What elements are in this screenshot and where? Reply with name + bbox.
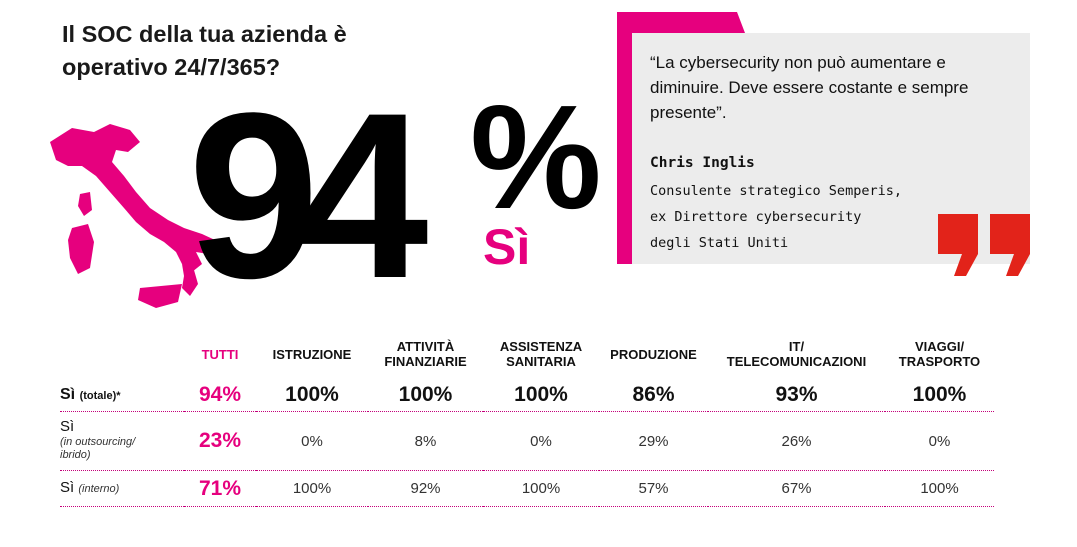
header-empty: [60, 330, 184, 378]
header-istruzione-label: ISTRUZIONE: [272, 346, 352, 362]
row-sublabel-text: (in outsourcing/ ibrido): [60, 436, 184, 462]
quote-accent-frame: [617, 12, 745, 264]
table-cell: 100%: [368, 378, 483, 412]
sector-breakdown-table: TUTTI ISTRUZIONE ATTIVITÀ FINANZIARIE AS…: [60, 330, 994, 507]
table-cell: 0%: [256, 411, 368, 471]
header-produzione: PRODUZIONE: [599, 330, 708, 378]
header-attivita-finanziarie: ATTIVITÀ FINANZIARIE: [368, 330, 483, 378]
headline-yes-label: Sì: [483, 219, 531, 275]
table-cell: 67%: [708, 470, 885, 507]
table-cell: 0%: [483, 411, 599, 471]
quote-author-role: Consulente strategico Semperis, ex Diret…: [650, 178, 950, 256]
italy-map-icon: [50, 124, 254, 308]
table-cell: 93%: [708, 378, 885, 412]
table-cell: 86%: [599, 378, 708, 412]
header-tutti-label: TUTTI: [201, 346, 239, 362]
header-tutti: TUTTI: [184, 330, 256, 378]
header-assistenza-sanitaria: ASSISTENZA SANITARIA: [483, 330, 599, 378]
table-row-internal: Sì (interno) 71% 100% 92% 100% 57% 67% 1…: [60, 470, 994, 507]
header-attivita-line1: ATTIVITÀ: [396, 339, 455, 354]
closing-quote-icon: [938, 214, 1030, 276]
table-cell: 71%: [184, 470, 256, 507]
table-cell: 29%: [599, 411, 708, 471]
header-attivita-line2: FINANZIARIE: [384, 354, 467, 369]
row-label-total: Sì (totale)*: [60, 378, 184, 412]
table-cell: 23%: [184, 411, 256, 471]
role-line-2: ex Direttore cybersecurity: [650, 209, 862, 225]
quote-author: Chris Inglis: [650, 155, 755, 171]
row-sublabel-text: (interno): [78, 483, 120, 495]
table-cell: 100%: [483, 470, 599, 507]
table-cell: 26%: [708, 411, 885, 471]
header-viaggi-line2: TRASPORTO: [898, 354, 981, 369]
header-it-line2: TELECOMUNICAZIONI: [726, 354, 867, 369]
question-line-2: operativo 24/7/365?: [62, 54, 281, 80]
quote-text: “La cybersecurity non può aumentare e di…: [650, 53, 969, 122]
row-label-text: Sì: [60, 385, 76, 403]
table-cell: 100%: [885, 470, 994, 507]
table-row-total: Sì (totale)* 94% 100% 100% 100% 86% 93% …: [60, 378, 994, 412]
role-line-1: Consulente strategico Semperis,: [650, 183, 902, 199]
row-sublabel-text: (totale)*: [79, 389, 121, 402]
row-sublabel-line2: ibrido): [60, 449, 91, 461]
row-label-outsourcing: Sì (in outsourcing/ ibrido): [60, 411, 184, 471]
header-assistenza-line2: SANITARIA: [506, 354, 576, 369]
role-line-3: degli Stati Uniti: [650, 235, 789, 251]
table-header-row: TUTTI ISTRUZIONE ATTIVITÀ FINANZIARIE AS…: [60, 330, 994, 378]
headline-percentage: 94: [188, 64, 428, 328]
table-cell: 94%: [184, 378, 256, 412]
row-label-text: Sì: [60, 418, 75, 435]
table-cell: 57%: [599, 470, 708, 507]
table-row-outsourcing: Sì (in outsourcing/ ibrido) 23% 0% 8% 0%…: [60, 411, 994, 471]
table-cell: 0%: [885, 411, 994, 471]
header-viaggi-trasporto: VIAGGI/ TRASPORTO: [885, 330, 994, 378]
headline-percent-sign: %: [470, 75, 602, 240]
table-cell: 100%: [256, 470, 368, 507]
row-sublabel-line1: (in outsourcing/: [60, 436, 136, 448]
table-cell: 100%: [256, 378, 368, 412]
survey-question: Il SOC della tua azienda è operativo 24/…: [62, 18, 347, 84]
header-istruzione: ISTRUZIONE: [256, 330, 368, 378]
header-it-telecomunicazioni: IT/ TELECOMUNICAZIONI: [708, 330, 885, 378]
table-cell: 92%: [368, 470, 483, 507]
question-line-1: Il SOC della tua azienda è: [62, 21, 347, 47]
header-it-line1: IT/: [788, 339, 805, 354]
header-assistenza-line1: ASSISTENZA: [499, 339, 583, 354]
header-produzione-label: PRODUZIONE: [610, 346, 697, 362]
header-viaggi-line1: VIAGGI/: [914, 339, 965, 354]
table-cell: 8%: [368, 411, 483, 471]
table-cell: 100%: [483, 378, 599, 412]
row-label-internal: Sì (interno): [60, 470, 184, 507]
table-cell: 100%: [885, 378, 994, 412]
row-label-text: Sì: [60, 479, 75, 496]
